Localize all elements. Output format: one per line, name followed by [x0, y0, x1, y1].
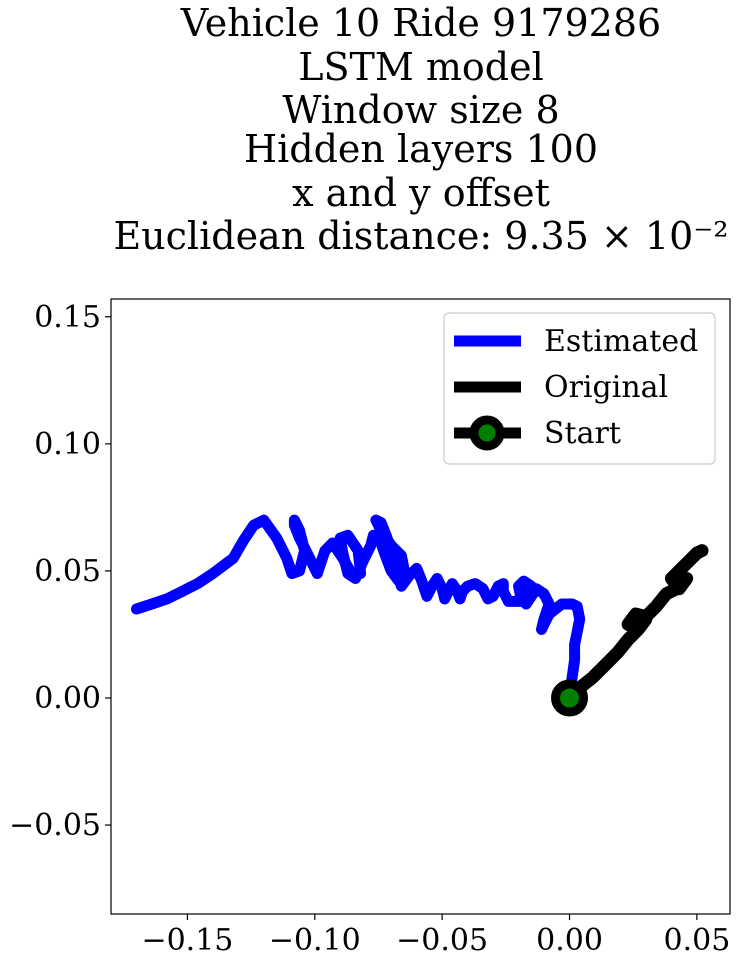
- data-layer: [131, 514, 709, 717]
- title-line: Window size 8: [282, 88, 559, 132]
- title-line: Hidden layers 100: [244, 127, 598, 171]
- legend-label: Original: [544, 370, 668, 405]
- legend-box: [443, 312, 716, 465]
- y-axis: −0.05 0.00 0.05 0.10 0.15: [9, 300, 111, 843]
- x-tick-label: 0.00: [536, 923, 603, 958]
- start-marker: [551, 679, 589, 717]
- y-tick-label: 0.05: [34, 554, 101, 589]
- title-line: Vehicle 10 Ride 9179286: [180, 1, 661, 45]
- x-tick-label: −0.15: [141, 923, 233, 958]
- title-line: x and y offset: [292, 171, 550, 215]
- x-tick-label: −0.10: [269, 923, 361, 958]
- y-tick-label: −0.05: [9, 808, 101, 843]
- y-tick-label: 0.10: [34, 427, 101, 462]
- series-line-original: [563, 544, 709, 705]
- legend: Estimated Original Start: [443, 312, 716, 465]
- x-tick-label: 0.05: [663, 923, 730, 958]
- legend-start-marker: [469, 415, 505, 451]
- title-line: Euclidean distance: 9.35 × 10⁻²: [113, 214, 728, 258]
- y-tick-label: 0.00: [34, 681, 101, 716]
- legend-label: Start: [544, 416, 621, 451]
- x-tick-label: −0.05: [396, 923, 488, 958]
- y-tick-label: 0.15: [34, 300, 101, 335]
- legend-label: Estimated: [544, 324, 698, 359]
- x-axis: −0.15 −0.10 −0.05 0.00 0.05: [141, 914, 730, 958]
- title-line: LSTM model: [298, 45, 543, 89]
- series-line-estimated: [131, 514, 586, 704]
